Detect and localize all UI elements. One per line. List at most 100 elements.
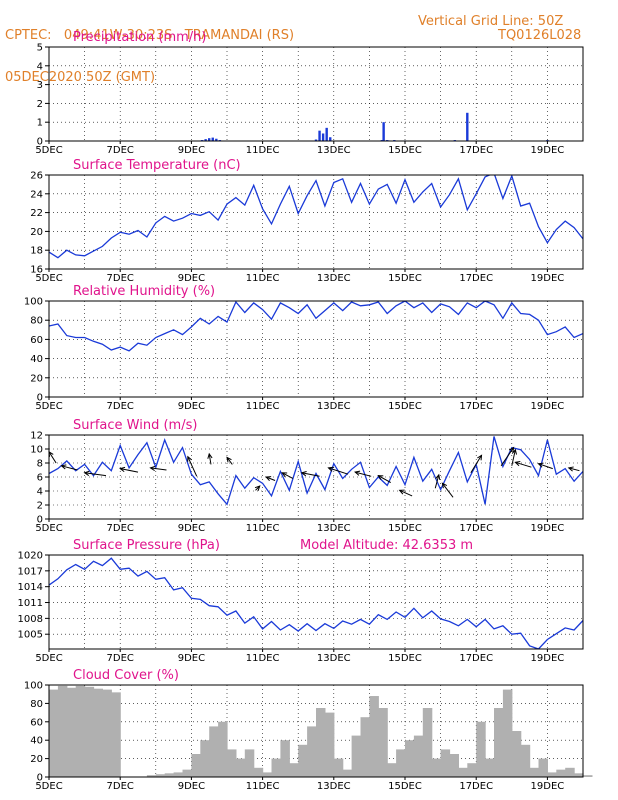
panel-frame [48, 434, 584, 520]
cloud-bar [565, 767, 575, 777]
y-tick-label: 80 [30, 316, 43, 327]
x-tick-label: 13DEC [317, 781, 351, 792]
cloud-bar [102, 689, 112, 777]
wind-arrow-head [567, 466, 574, 472]
panel-4 [45, 434, 584, 522]
cloud-bar [458, 767, 468, 777]
wind-arrow-head [441, 482, 448, 489]
panel-title: Surface Temperature (nC) [73, 158, 241, 173]
x-tick-label: 17DEC [459, 145, 493, 156]
x-tick-label: 5DEC [35, 145, 62, 156]
x-tick-label: 9DEC [178, 653, 205, 664]
precip-bar [318, 130, 321, 141]
cloud-bar [280, 740, 290, 777]
y-tick-label: 40 [30, 736, 43, 747]
y-tick-label: 1011 [18, 598, 43, 609]
wind-arrow-head [226, 456, 232, 463]
x-tick-label: 5DEC [35, 653, 62, 664]
x-tick-label: 7DEC [107, 273, 134, 284]
precip-bar [314, 139, 318, 141]
wind-arrow [48, 451, 57, 464]
series-line [49, 436, 583, 506]
wind-arrow [301, 472, 320, 477]
y-tick-label: 3 [37, 80, 43, 91]
cloud-bar [298, 744, 308, 777]
cloud-bar [556, 769, 566, 777]
y-tick-label: 100 [24, 681, 43, 692]
cloud-bar [396, 749, 406, 777]
y-tick-label: 5 [37, 43, 43, 54]
y-tick-label: 1020 [18, 551, 43, 562]
panel-frame [48, 684, 584, 778]
y-tick-label: 0 [37, 393, 43, 404]
cloud-bar [182, 769, 192, 777]
cloud-bar [93, 688, 103, 777]
panel-frame [48, 300, 584, 398]
station-header: CPTEC: 049:41W-30:23S TRAMANDAI (RS) 05D… [5, 1, 294, 99]
y-tick-label: 0 [37, 137, 43, 148]
wind-arrow-head [149, 465, 156, 472]
cloud-bar [449, 754, 459, 777]
x-tick-label: 11DEC [246, 781, 280, 792]
cloud-bar [84, 686, 95, 777]
wind-arrow [399, 489, 413, 497]
y-tick-label: 2 [37, 501, 43, 512]
x-tick-label: 19DEC [531, 145, 565, 156]
x-tick-label: 9DEC [178, 273, 205, 284]
panel-title: Relative Humidity (%) [73, 284, 215, 299]
x-tick-label: 13DEC [317, 401, 351, 412]
x-tick-label: 15DEC [388, 523, 422, 534]
y-tick-label: 18 [30, 246, 43, 257]
y-tick-label: 4 [37, 487, 43, 498]
x-tick-label: 15DEC [388, 145, 422, 156]
cloud-bar [324, 712, 335, 777]
wind-arrow-head [327, 466, 334, 472]
x-tick-label: 13DEC [317, 273, 351, 284]
panel-title: Surface Pressure (hPa) [73, 538, 220, 553]
x-tick-label: 17DEC [459, 653, 493, 664]
x-tick-label: 9DEC [178, 401, 205, 412]
wind-arrow-head [477, 454, 483, 461]
cloud-bar [289, 763, 299, 777]
y-tick-label: 8 [37, 459, 43, 470]
wind-arrow [84, 472, 107, 477]
cloud-bar [502, 689, 513, 777]
cloud-bar [387, 763, 397, 777]
y-tick-label: 1008 [18, 614, 43, 625]
wind-arrow [568, 467, 580, 472]
wind-arrow-head [83, 470, 90, 476]
panel-2 [45, 174, 584, 272]
x-tick-label: 17DEC [459, 273, 493, 284]
y-tick-label: 12 [30, 431, 43, 442]
wind-arrow [511, 449, 516, 466]
y-tick-label: 26 [30, 171, 43, 182]
y-tick-label: 6 [37, 473, 43, 484]
x-tick-label: 11DEC [246, 653, 280, 664]
wind-arrow [265, 476, 276, 481]
model-code: TQ0126L028 [498, 28, 582, 43]
model-altitude: Model Altitude: 42.6353 m [300, 538, 473, 553]
x-tick-label: 11DEC [246, 145, 280, 156]
y-tick-label: 20 [30, 754, 43, 765]
cloud-bar [66, 687, 77, 777]
cloud-bar [538, 758, 548, 777]
cloud-bar [342, 769, 353, 777]
wind-arrow [61, 465, 78, 471]
panel-title: Precipitation (mm/h) [73, 30, 206, 45]
wind-arrow-head [254, 485, 261, 491]
y-tick-label: 100 [24, 297, 43, 308]
y-tick-label: 1 [37, 118, 43, 129]
x-tick-label: 13DEC [317, 523, 351, 534]
series-line [49, 557, 583, 649]
y-tick-label: 80 [30, 699, 43, 710]
wind-arrow-head [435, 473, 441, 480]
wind-arrow [355, 471, 372, 477]
wind-arrow [208, 453, 212, 465]
wind-arrow [150, 467, 167, 471]
wind-arrow-head [514, 461, 521, 467]
cloud-bar [307, 726, 317, 777]
y-tick-label: 1017 [18, 566, 43, 577]
cloud-bar [360, 717, 370, 777]
x-tick-label: 11DEC [246, 523, 280, 534]
wind-arrow [434, 474, 440, 489]
